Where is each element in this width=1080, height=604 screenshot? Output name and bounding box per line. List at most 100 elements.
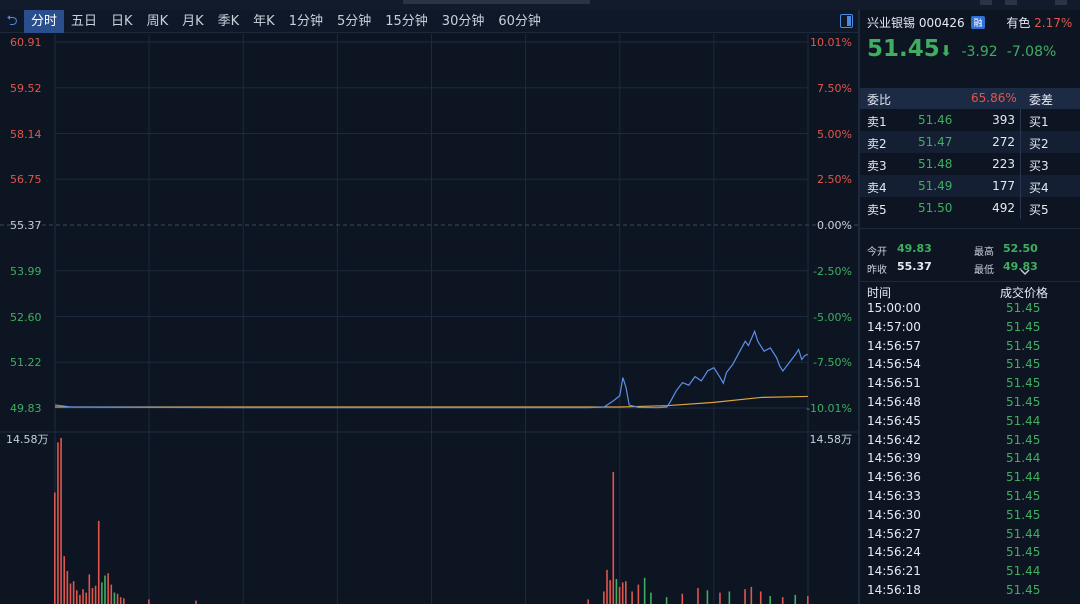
trade-row: 14:56:42 51.45 [860, 432, 1080, 450]
price-change-pct: -7.08% [1006, 44, 1057, 60]
ask-volume: 272 [992, 135, 1015, 149]
price-change: -3.92 [961, 44, 998, 60]
price-column-header: 成交价格 [1000, 286, 1049, 300]
order-book-row[interactable]: 卖2 51.47 272 买2 [860, 131, 1080, 153]
volume-bar [57, 442, 59, 604]
volume-bar [618, 586, 621, 604]
volume-bar [603, 591, 605, 604]
trade-row: 14:56:39 51.44 [860, 450, 1080, 468]
volume-bar [697, 588, 699, 604]
trade-row: 14:56:27 51.44 [860, 526, 1080, 544]
price-tick-label: 58.14 [10, 127, 42, 141]
back-icon[interactable]: ⮌ [6, 12, 18, 29]
ask-level-label: 卖4 [867, 181, 887, 195]
tab-4[interactable]: 月K [182, 13, 204, 29]
tab-2[interactable]: 日K [111, 13, 133, 29]
volume-bar [637, 584, 640, 604]
pct-tick-label: 5.00% [817, 127, 852, 141]
tab-5[interactable]: 季K [217, 13, 240, 29]
trade-time: 14:56:24 [867, 545, 921, 560]
volume-bar [794, 594, 797, 604]
volume-bar [54, 492, 56, 604]
volume-bar [706, 590, 709, 604]
volume-bar [148, 599, 150, 604]
trade-time: 14:56:30 [867, 507, 921, 522]
volume-bar [75, 590, 78, 604]
tab-1[interactable]: 五日 [71, 13, 98, 29]
pct-tick-label: -2.50% [813, 264, 852, 278]
trade-price: 51.44 [1006, 564, 1041, 579]
order-book-row[interactable]: 卖5 51.50 492 买5 [860, 197, 1080, 219]
trade-row: 14:56:33 51.45 [860, 488, 1080, 506]
volume-bar [759, 591, 762, 604]
price-tick-label: 52.60 [10, 310, 42, 324]
tab-10[interactable]: 30分钟 [441, 13, 485, 29]
trade-row: 14:56:57 51.45 [860, 338, 1080, 356]
ask-price: 51.49 [918, 179, 953, 193]
volume-bar [750, 586, 753, 604]
tab-11[interactable]: 60分钟 [498, 13, 541, 29]
stock-name: 兴业银锡 [867, 16, 916, 30]
ask-volume: 223 [992, 157, 1015, 171]
volume-bar [85, 592, 87, 604]
trade-price: 51.45 [1006, 301, 1041, 315]
price-tick-label: 53.99 [10, 264, 42, 278]
trade-row: 14:56:45 51.44 [860, 413, 1080, 431]
ask-volume: 177 [992, 179, 1015, 193]
volume-bar [113, 592, 116, 604]
window-button[interactable] [1005, 0, 1017, 5]
expand-chevron-icon[interactable] [1020, 267, 1030, 277]
trade-price: 51.44 [1006, 413, 1041, 428]
prev-close-label: 昨收 [867, 265, 887, 276]
volume-bar [650, 592, 652, 604]
pct-tick-label: -5.00% [813, 310, 852, 324]
volume-bar [60, 438, 62, 604]
trade-row: 14:56:48 51.45 [860, 394, 1080, 412]
trade-price: 51.45 [1006, 507, 1041, 522]
trade-row: 14:56:18 51.45 [860, 582, 1080, 600]
volume-bar [123, 598, 125, 604]
sector-name[interactable]: 有色 [1006, 16, 1031, 30]
volume-bar [606, 569, 608, 604]
title-strip [403, 0, 590, 4]
order-book-row[interactable]: 卖3 51.48 223 买3 [860, 153, 1080, 175]
intraday-chart: 60.91 10.01% 59.52 7.50% 58.14 5.00% 56.75 2.50… [0, 34, 858, 604]
tab-6[interactable]: 年K [253, 13, 275, 29]
trade-price: 51.45 [1006, 319, 1041, 334]
volume-bar [119, 597, 122, 604]
price-tick-label: 49.83 [10, 402, 42, 415]
low-label: 最低 [974, 265, 994, 276]
trade-row: 14:56:21 51.44 [860, 563, 1080, 581]
panel-divider[interactable] [858, 10, 860, 604]
window-button[interactable] [1055, 0, 1067, 5]
trade-row: 14:56:24 51.45 [860, 544, 1080, 562]
tab-0[interactable]: 分时 [24, 9, 65, 33]
day-stats: 今开 49.83 最高 52.50 昨收 55.37 最低 49.83 [860, 228, 1080, 280]
trade-price: 51.45 [1006, 583, 1041, 597]
order-book-row[interactable]: 卖1 51.46 393 买1 [860, 109, 1080, 131]
volume-bar [625, 581, 627, 604]
tab-8[interactable]: 5分钟 [336, 13, 372, 29]
down-arrow-icon: ⬇ [939, 42, 953, 60]
bid-level-label: 买2 [1029, 137, 1049, 151]
ask-level-label: 卖5 [867, 203, 887, 217]
trade-time: 14:56:57 [867, 338, 921, 353]
pct-tick-label: 0.00% [817, 219, 852, 232]
trade-time: 14:56:48 [867, 395, 921, 409]
order-diff-label: 委差 [1029, 93, 1054, 107]
side-panel-toggle-icon[interactable] [840, 14, 853, 28]
trade-row: 14:56:51 51.45 [860, 375, 1080, 393]
pct-tick-label: 2.50% [817, 173, 852, 187]
price-line [54, 329, 809, 409]
trade-time: 14:56:45 [867, 413, 921, 428]
stock-code: 000426 [918, 16, 965, 30]
tab-3[interactable]: 周K [146, 13, 169, 29]
volume-bar [612, 471, 615, 604]
prev-close-value: 55.37 [897, 260, 932, 273]
bid-level-label: 买5 [1029, 203, 1049, 217]
tab-9[interactable]: 15分钟 [385, 13, 428, 29]
window-button[interactable] [980, 0, 992, 5]
volume-bar [101, 582, 103, 604]
order-book-row[interactable]: 卖4 51.49 177 买4 [860, 175, 1080, 197]
tab-7[interactable]: 1分钟 [288, 13, 323, 29]
